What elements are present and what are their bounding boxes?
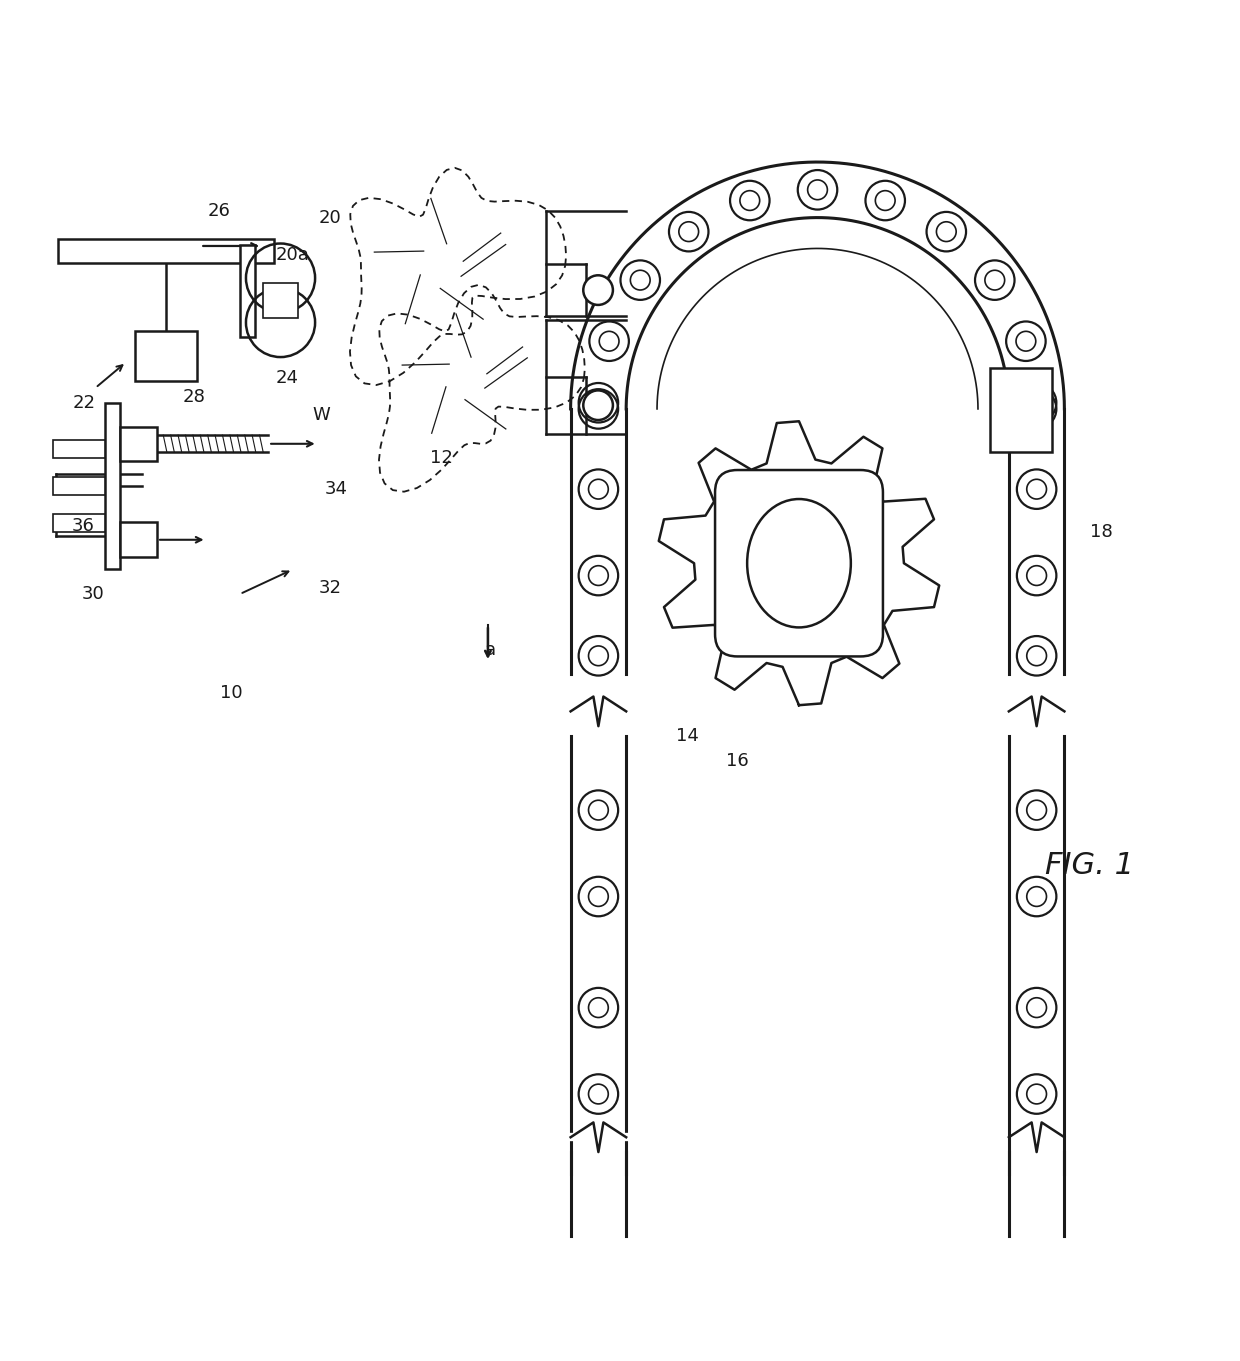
Bar [53,478,105,494]
Circle shape [583,275,613,305]
Text: 20: 20 [319,208,341,226]
Text: 18: 18 [1090,524,1112,542]
Text: 16: 16 [725,751,749,770]
Text: 20a: 20a [277,245,310,264]
Text: W: W [312,406,330,425]
Bar [53,441,105,457]
FancyBboxPatch shape [715,470,883,656]
Text: 12: 12 [429,449,453,467]
Bar [239,245,254,338]
Text: 14: 14 [677,727,699,744]
Bar [120,523,157,557]
Text: 24: 24 [275,369,298,387]
Bar [263,283,298,317]
Bar [120,426,157,461]
Text: 36: 36 [72,517,94,535]
Text: FIG. 1: FIG. 1 [1044,851,1133,881]
Text: 32: 32 [319,578,341,597]
Text: 22: 22 [73,393,95,412]
Text: 28: 28 [182,388,206,406]
Text: a: a [485,641,496,659]
Text: 30: 30 [82,585,104,603]
Ellipse shape [748,499,851,627]
Bar [991,369,1052,452]
Bar [53,514,105,532]
Text: 10: 10 [219,683,243,702]
Bar [105,403,120,569]
Bar [58,238,274,263]
Circle shape [583,391,613,421]
Text: 34: 34 [325,480,347,498]
Bar [135,331,197,381]
Text: 26: 26 [207,203,231,220]
